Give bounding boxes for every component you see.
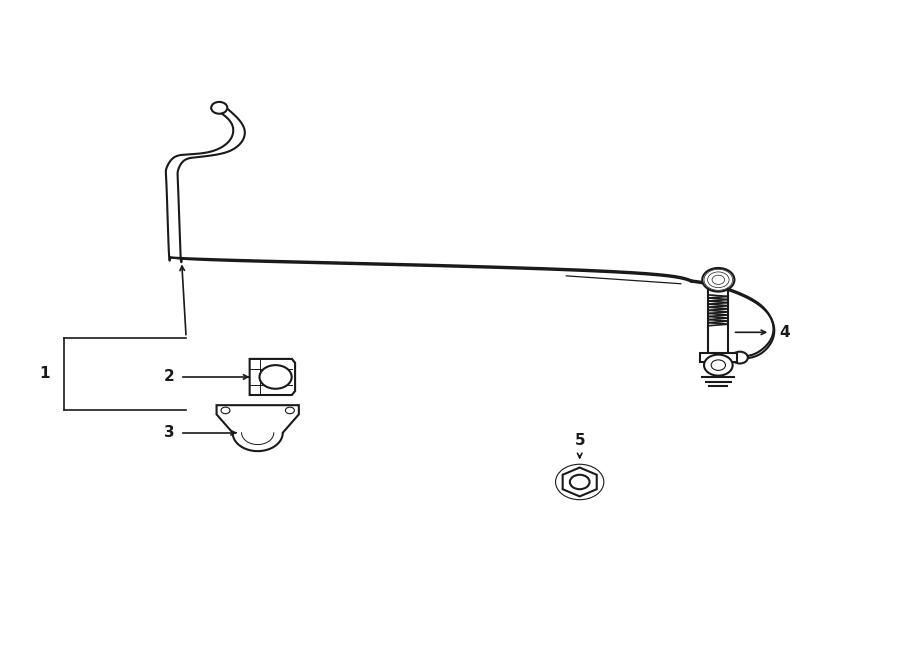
Circle shape — [285, 407, 294, 414]
Polygon shape — [691, 281, 774, 359]
Circle shape — [221, 407, 230, 414]
Polygon shape — [562, 467, 597, 496]
Polygon shape — [217, 405, 299, 451]
Text: 2: 2 — [164, 369, 175, 385]
Text: 5: 5 — [574, 433, 585, 448]
Polygon shape — [249, 359, 295, 395]
Text: 1: 1 — [40, 366, 50, 381]
Polygon shape — [699, 354, 737, 362]
Text: 3: 3 — [164, 425, 175, 440]
Polygon shape — [166, 108, 245, 262]
Circle shape — [212, 102, 228, 114]
Circle shape — [732, 352, 748, 363]
Text: 4: 4 — [779, 325, 790, 340]
Circle shape — [702, 268, 734, 292]
Circle shape — [570, 475, 590, 489]
Circle shape — [259, 365, 292, 389]
Circle shape — [704, 355, 733, 375]
Polygon shape — [170, 258, 691, 282]
